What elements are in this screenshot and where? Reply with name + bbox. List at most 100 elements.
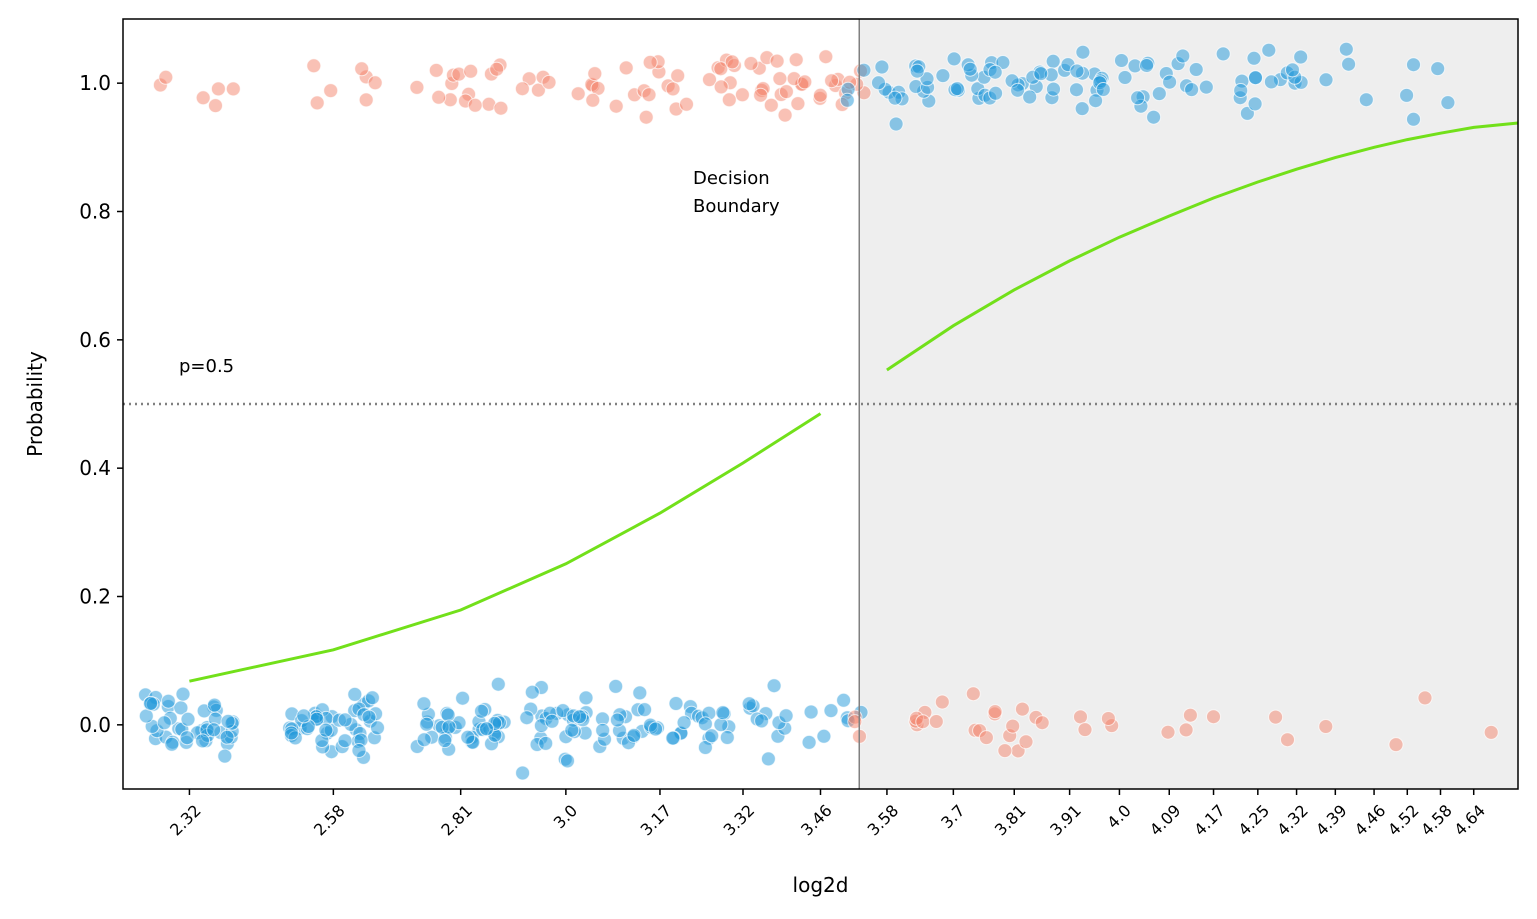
x-tick-label: 4.0 (1103, 801, 1134, 832)
data-point (1117, 70, 1133, 85)
data-point (871, 75, 886, 91)
data-point (803, 704, 819, 720)
data-point (741, 696, 757, 712)
data-point (934, 694, 950, 710)
data-point (1188, 62, 1204, 77)
data-point (1338, 41, 1354, 57)
data-point (987, 64, 1003, 80)
data-point (143, 695, 159, 711)
data-point (1069, 63, 1085, 79)
data-point (428, 62, 444, 78)
data-point (515, 765, 531, 781)
data-point (1146, 109, 1162, 125)
data-point (1280, 732, 1295, 748)
x-tick-label: 3.7 (937, 801, 968, 832)
data-point (208, 98, 223, 114)
data-point (416, 696, 432, 712)
data-point (648, 721, 664, 737)
data-point (138, 708, 154, 724)
data-point (370, 720, 385, 736)
decision-boundary-label-line1: Decision (693, 168, 770, 189)
data-point (514, 81, 530, 97)
data-point (195, 733, 210, 749)
data-point (818, 49, 834, 65)
data-point (1100, 711, 1116, 726)
data-point (1160, 724, 1176, 740)
x-tick-label: 2.58 (310, 801, 349, 840)
data-point (179, 730, 195, 746)
data-point (318, 722, 334, 738)
data-point (180, 711, 196, 727)
data-point (1046, 81, 1061, 97)
data-point (437, 733, 453, 749)
data-point (836, 692, 852, 708)
x-tick-label: 3.32 (720, 801, 759, 840)
x-tick-label: 3.91 (1046, 801, 1085, 840)
data-point (642, 54, 658, 70)
fitted-curve-line (886, 121, 1519, 372)
x-tick-label: 4.39 (1312, 801, 1351, 840)
data-point (847, 714, 863, 730)
threshold-label: p=0.5 (179, 356, 234, 377)
data-point (824, 73, 840, 89)
x-tick-label: 2.32 (166, 801, 205, 840)
data-point (364, 690, 380, 706)
data-point (1268, 709, 1284, 725)
x-tick-label: 3.58 (864, 801, 903, 840)
data-point (1010, 82, 1026, 98)
x-tick-label: 4.17 (1190, 801, 1229, 840)
y-axis-title: Probability (23, 351, 47, 457)
data-point (585, 92, 601, 108)
data-point (560, 753, 575, 769)
data-point (1178, 722, 1194, 738)
data-point (207, 697, 222, 713)
data-point (788, 52, 804, 68)
data-point (874, 59, 890, 75)
data-point (1022, 89, 1038, 105)
data-point (753, 87, 769, 103)
data-point (946, 51, 962, 67)
data-point (962, 61, 978, 77)
data-point (801, 734, 817, 750)
data-point (519, 710, 535, 726)
data-point (1285, 62, 1300, 78)
data-point (978, 730, 994, 746)
y-tick-label: 0.6 (79, 328, 111, 352)
data-point (823, 703, 839, 719)
data-point (1162, 74, 1178, 90)
data-point (1248, 70, 1263, 86)
data-point (1045, 53, 1061, 69)
data-point (1206, 709, 1221, 725)
data-point (1034, 715, 1050, 731)
data-point (367, 75, 383, 91)
data-point (1399, 87, 1415, 103)
data-point (530, 82, 546, 98)
data-point (1318, 719, 1334, 734)
data-point (463, 63, 479, 79)
data-point (572, 709, 587, 725)
x-tick-label: 4.46 (1351, 801, 1390, 840)
data-point (309, 95, 325, 111)
data-point (935, 68, 951, 84)
y-tick-label: 0.8 (79, 200, 111, 224)
data-point (928, 714, 944, 729)
data-point (715, 705, 731, 721)
data-point (361, 709, 377, 725)
data-point (1483, 724, 1499, 740)
x-tick-label: 4.09 (1146, 801, 1185, 840)
data-point (1005, 718, 1021, 734)
data-point (1077, 722, 1093, 738)
data-point (490, 676, 506, 692)
data-point (1406, 57, 1421, 73)
data-point (354, 61, 370, 77)
data-point (665, 81, 681, 97)
data-point (1417, 690, 1433, 706)
data-point (1184, 82, 1200, 98)
data-point (1014, 701, 1030, 717)
data-point (1033, 66, 1049, 82)
data-point (679, 96, 694, 112)
y-tick-label: 1.0 (79, 71, 111, 95)
data-point (915, 714, 931, 730)
data-point (570, 86, 586, 102)
data-point (812, 87, 828, 103)
